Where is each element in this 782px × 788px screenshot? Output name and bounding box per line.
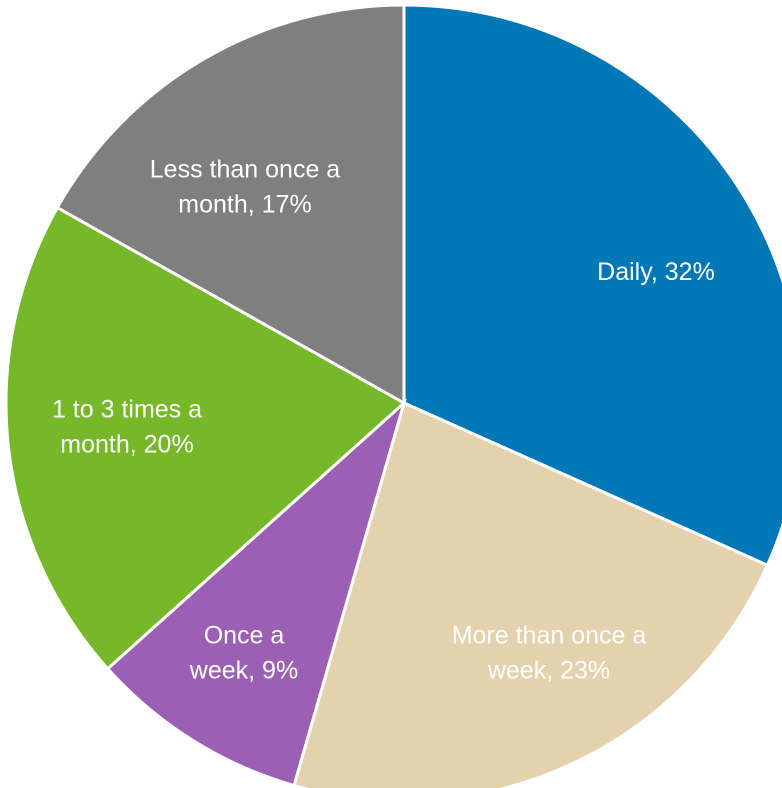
slice-label-line: Once a xyxy=(204,622,285,650)
slice-label: More than once a week, 23% xyxy=(452,622,647,685)
pie-slice-less-than-once-a-month xyxy=(55,3,406,406)
slice-label-line: week, 9% xyxy=(189,657,298,685)
pie-slice-1-to-3-times-a-month xyxy=(4,205,407,671)
slice-label: Less than once a month, 17% xyxy=(150,156,341,219)
pie-slice-once-a-week xyxy=(105,398,407,788)
slice-label-line: 1 to 3 times a xyxy=(52,396,202,424)
slice-label-line: week, 23% xyxy=(487,657,610,685)
slice-label-line: Daily, 32% xyxy=(597,258,715,286)
pie-labels: Daily, 32% More than once a week, 23% Once … xyxy=(52,156,715,685)
slice-label: 1 to 3 times a month, 20% xyxy=(52,396,202,459)
slice-label-line: More than once a xyxy=(452,622,647,650)
slice-label-line: month, 20% xyxy=(60,431,193,459)
slice-label: Once a week, 9% xyxy=(189,622,298,685)
slice-label-line: Less than once a xyxy=(150,156,341,184)
pie-slice-daily xyxy=(402,3,782,568)
pie-slice-more-than-once-a-week xyxy=(292,400,770,788)
pie-slices xyxy=(4,3,782,788)
slice-label: Daily, 32% xyxy=(597,258,715,286)
slice-label-line: month, 17% xyxy=(178,191,311,219)
